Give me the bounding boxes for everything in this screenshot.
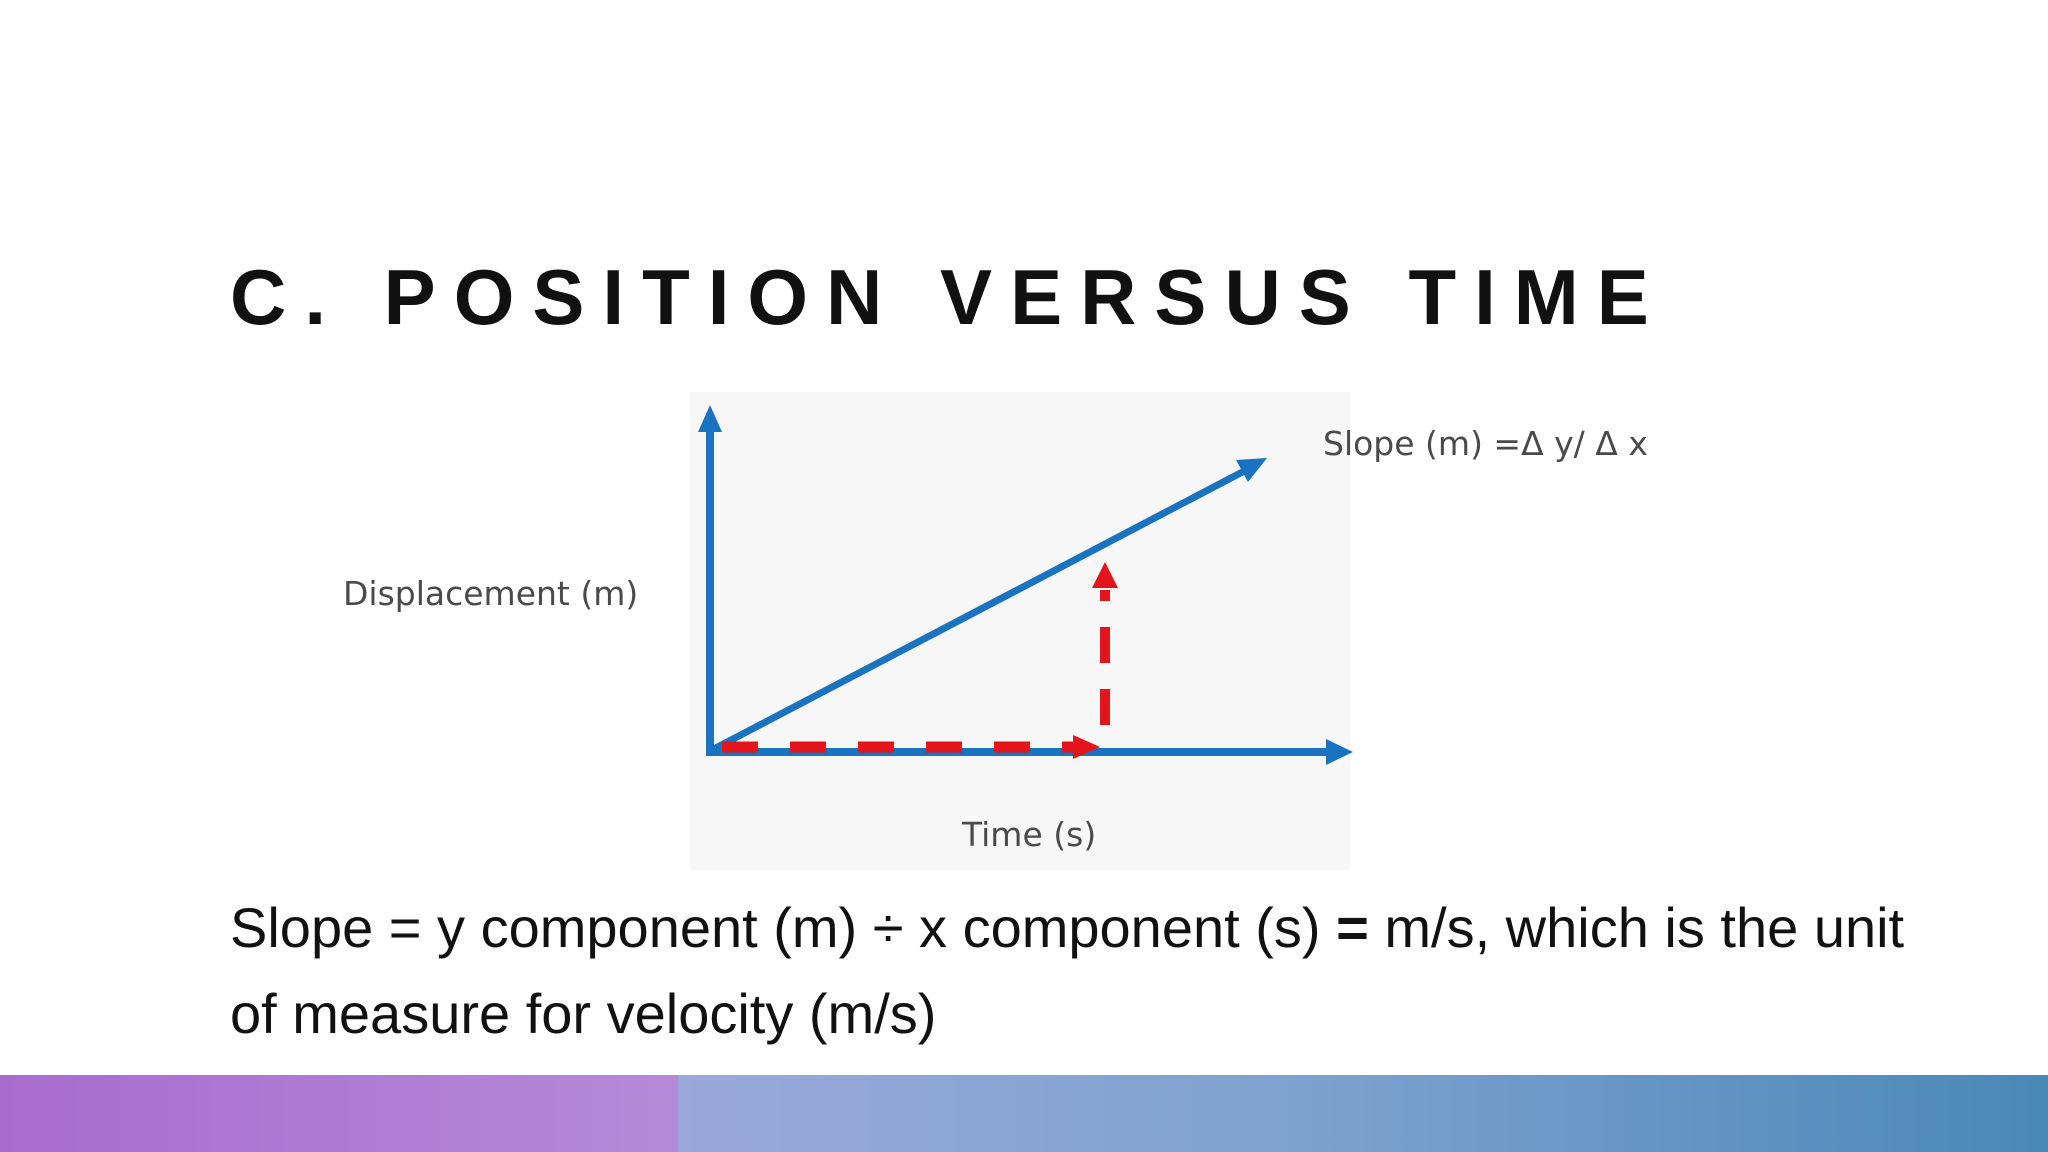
- slope-formula-label: Slope (m) =Δ y/ Δ x: [1323, 424, 1648, 463]
- y-axis-arrowhead: [698, 405, 722, 432]
- slope-line-arrowhead: [1236, 458, 1267, 482]
- caption-equals: =: [1336, 896, 1369, 959]
- delta-y-arrowhead: [1092, 562, 1118, 588]
- caption-text-2: m/s, which is the unit of measure for ve…: [230, 896, 1905, 1045]
- x-axis-arrowhead: [1326, 739, 1353, 765]
- footer-bar-left: [0, 1075, 678, 1152]
- slope-line: [710, 464, 1252, 754]
- delta-x-arrowhead: [1073, 735, 1100, 759]
- y-axis-label: Displacement (m): [343, 574, 639, 613]
- footer-bar-right: [678, 1075, 2048, 1152]
- slope-caption: Slope = y component (m) ÷ x component (s…: [230, 885, 1950, 1057]
- slide-title: C. POSITION VERSUS TIME: [230, 253, 1667, 341]
- caption-text-1: Slope = y component (m) ÷ x component (s…: [230, 896, 1337, 959]
- x-axis-label: Time (s): [962, 815, 1097, 854]
- footer-gradient-bar: [0, 1075, 2048, 1152]
